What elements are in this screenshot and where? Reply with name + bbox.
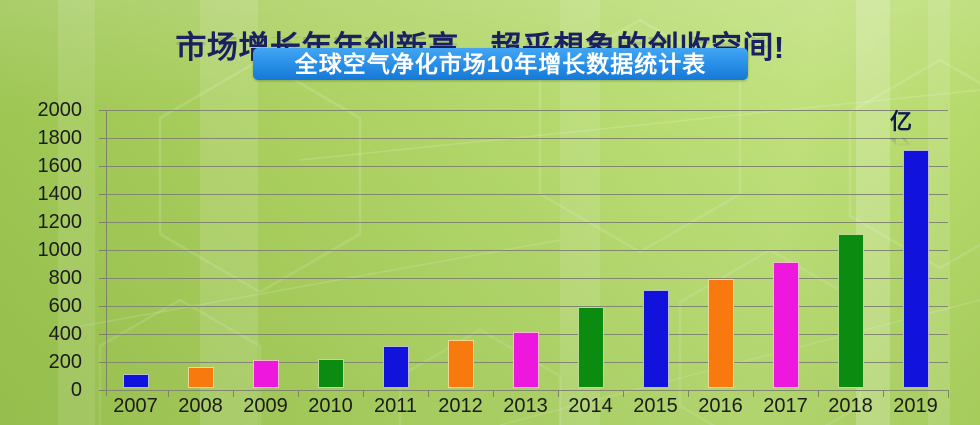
gridline — [106, 278, 948, 279]
y-axis-tick — [99, 194, 106, 195]
bar-2013 — [512, 332, 539, 388]
bar-2014 — [577, 307, 604, 388]
bar-2008 — [187, 367, 214, 388]
x-axis-line — [106, 390, 948, 391]
x-axis-label: 2012 — [438, 395, 483, 417]
x-axis-label: 2008 — [178, 395, 223, 417]
y-axis-label: 2000 — [37, 99, 83, 121]
x-axis-label: 2011 — [373, 395, 417, 417]
x-axis-tick — [168, 390, 169, 397]
bar-2012 — [447, 340, 474, 388]
unit-label: 亿 — [889, 109, 912, 134]
y-axis-label: 1000 — [37, 239, 83, 261]
x-axis-tick — [688, 390, 689, 397]
x-axis-tick — [883, 390, 884, 397]
x-axis-tick — [753, 390, 754, 397]
y-axis-label: 200 — [48, 351, 82, 373]
y-axis-tick — [99, 334, 106, 335]
x-axis-label: 2013 — [503, 395, 548, 417]
y-axis-line — [106, 110, 107, 396]
y-axis-label: 800 — [48, 267, 82, 289]
x-axis-tick — [428, 390, 429, 397]
bar-2017 — [772, 262, 799, 388]
bar-2010 — [317, 359, 344, 388]
bar-2011 — [382, 346, 409, 388]
y-axis-tick — [99, 362, 106, 363]
gridline — [106, 306, 948, 307]
y-axis-tick — [99, 278, 106, 279]
x-axis-label: 2009 — [243, 395, 288, 417]
y-axis-label: 1200 — [37, 211, 83, 233]
x-axis-tick — [493, 390, 494, 397]
y-axis-tick — [99, 250, 106, 251]
y-axis-label: 400 — [48, 323, 82, 345]
x-axis-tick — [363, 390, 364, 397]
gridline — [106, 194, 948, 195]
bar-2009 — [252, 360, 279, 388]
gridline — [106, 250, 948, 251]
gridline — [106, 138, 948, 139]
y-axis-label: 0 — [70, 379, 82, 401]
gridline — [106, 166, 948, 167]
gridline — [106, 110, 948, 111]
x-axis-label: 2017 — [763, 395, 808, 417]
unit-label-reflection: 亿 — [880, 138, 922, 148]
x-axis-tick — [948, 390, 949, 397]
y-axis-label: 1600 — [37, 155, 83, 177]
bar-2007 — [122, 374, 149, 388]
bar-2015 — [642, 290, 669, 388]
bar-2018 — [837, 234, 864, 388]
bar-2019 — [902, 150, 929, 388]
x-axis-label: 2016 — [698, 395, 743, 417]
y-axis-tick — [99, 138, 106, 139]
x-axis-label: 2018 — [828, 395, 873, 417]
y-axis-tick — [99, 390, 106, 391]
x-axis-label: 2014 — [568, 395, 613, 417]
gridline — [106, 222, 948, 223]
x-axis-label: 2010 — [308, 395, 353, 417]
x-axis-tick — [558, 390, 559, 397]
x-axis-tick — [298, 390, 299, 397]
y-axis-tick — [99, 306, 106, 307]
y-axis-tick — [99, 110, 106, 111]
x-axis-label: 2007 — [113, 395, 158, 417]
chart-title-banner: 全球空气净化市场10年增长数据统计表 — [253, 48, 748, 80]
x-axis-label: 2019 — [893, 395, 938, 417]
x-axis-tick — [623, 390, 624, 397]
x-axis-tick — [818, 390, 819, 397]
x-axis-label: 2015 — [633, 395, 678, 417]
y-axis-label: 1400 — [37, 183, 83, 205]
y-axis-tick — [99, 166, 106, 167]
y-axis-label: 1800 — [37, 127, 83, 149]
bar-2016 — [707, 279, 734, 388]
y-axis-label: 600 — [48, 295, 82, 317]
x-axis-tick — [233, 390, 234, 397]
y-axis-tick — [99, 222, 106, 223]
